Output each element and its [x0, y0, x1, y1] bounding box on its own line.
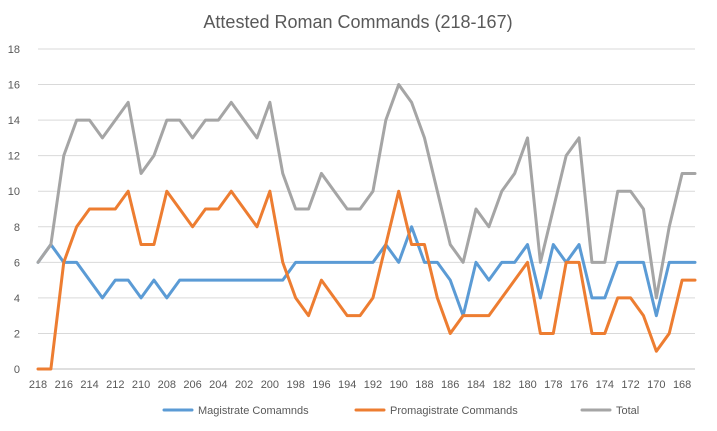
x-tick-label: 200: [261, 379, 279, 391]
y-axis-ticks: 0 2 4 6 8 10 12 14 16 18: [8, 44, 20, 376]
x-tick-label: 188: [415, 379, 433, 391]
x-axis-ticks: 218 216 214 212 210 208 206 204 202 200 198 196 194 1…: [29, 379, 691, 391]
series-line-2: [36, 189, 697, 371]
y-tick-label: 2: [14, 328, 20, 340]
gridlines: [38, 48, 695, 370]
x-tick-label: 176: [570, 379, 588, 391]
series-line-3: [36, 83, 697, 300]
legend-label: Magistrate Comamnds: [198, 405, 309, 417]
x-tick-label: 168: [673, 379, 691, 391]
x-tick-label: 216: [55, 379, 73, 391]
y-tick-label: 12: [8, 151, 20, 163]
x-tick-label: 172: [621, 379, 639, 391]
legend-label: Total: [616, 405, 639, 417]
x-tick-label: 196: [312, 379, 330, 391]
y-tick-label: 14: [8, 115, 20, 127]
y-tick-label: 16: [8, 80, 20, 92]
x-tick-label: 204: [209, 379, 227, 391]
x-tick-label: 198: [286, 379, 304, 391]
x-tick-label: 180: [518, 379, 536, 391]
legend-label: Promagistrate Commands: [390, 405, 518, 417]
x-tick-label: 186: [441, 379, 459, 391]
x-tick-label: 170: [647, 379, 665, 391]
x-tick-label: 178: [544, 379, 562, 391]
x-tick-label: 182: [493, 379, 511, 391]
y-tick-label: 6: [14, 257, 20, 269]
legend: Magistrate Comamnds Promagistrate Command…: [162, 405, 639, 417]
y-tick-label: 18: [8, 44, 20, 56]
x-tick-label: 202: [235, 379, 253, 391]
x-tick-label: 174: [596, 379, 614, 391]
x-tick-label: 194: [338, 379, 356, 391]
y-tick-label: 10: [8, 186, 20, 198]
y-tick-label: 4: [14, 293, 20, 305]
x-tick-label: 192: [364, 379, 382, 391]
x-tick-label: 208: [158, 379, 176, 391]
x-tick-label: 190: [390, 379, 408, 391]
x-tick-label: 210: [132, 379, 150, 391]
x-tick-label: 184: [467, 379, 485, 391]
y-tick-label: 8: [14, 222, 20, 234]
chart-title: Attested Roman Commands (218-167): [203, 12, 512, 32]
x-tick-label: 206: [183, 379, 201, 391]
y-tick-label: 0: [14, 364, 20, 376]
series-line-1: [36, 225, 697, 318]
x-tick-label: 212: [106, 379, 124, 391]
x-tick-label: 218: [29, 379, 47, 391]
series-lines: [36, 83, 697, 371]
x-tick-label: 214: [80, 379, 98, 391]
